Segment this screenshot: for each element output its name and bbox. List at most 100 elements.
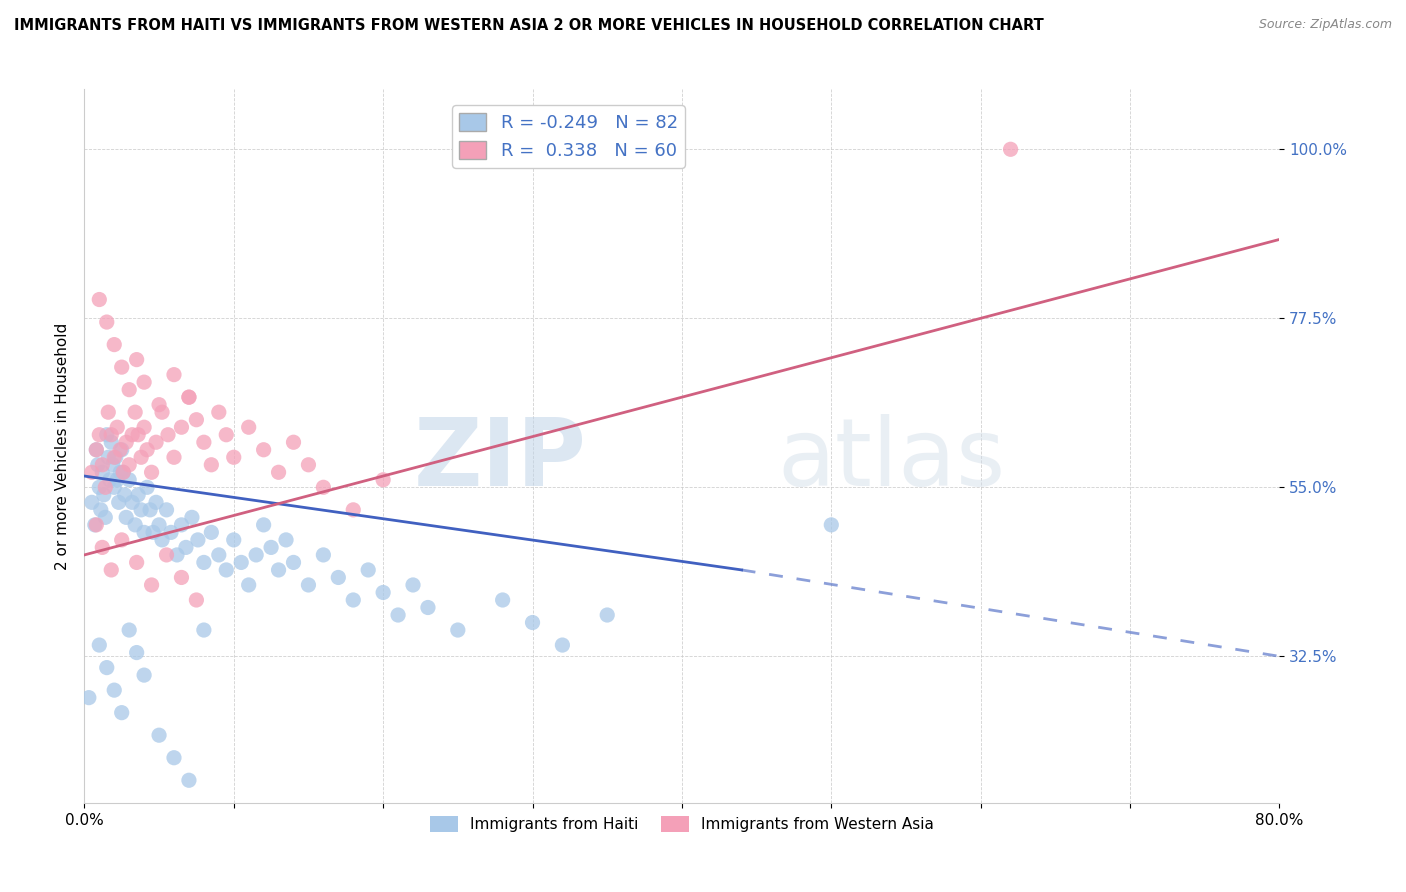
- Point: [357, 563, 380, 577]
- Point: [492, 593, 515, 607]
- Point: [297, 578, 319, 592]
- Point: [83, 517, 105, 532]
- Point: [96, 427, 118, 442]
- Point: [238, 578, 260, 592]
- Point: [96, 660, 118, 674]
- Point: [163, 750, 186, 764]
- Point: [231, 556, 253, 570]
- Point: [96, 315, 118, 329]
- Point: [89, 480, 111, 494]
- Point: [283, 435, 305, 450]
- Point: [177, 390, 200, 404]
- Point: [222, 450, 245, 465]
- Text: atlas: atlas: [778, 414, 1005, 507]
- Point: [148, 398, 170, 412]
- Point: [89, 427, 111, 442]
- Point: [132, 668, 156, 682]
- Point: [373, 585, 395, 599]
- Point: [215, 427, 238, 442]
- Point: [115, 435, 138, 450]
- Point: [103, 480, 125, 494]
- Point: [86, 517, 108, 532]
- Point: [129, 450, 152, 465]
- Point: [80, 495, 103, 509]
- Point: [125, 646, 148, 660]
- Point: [163, 368, 186, 382]
- Point: [312, 480, 335, 494]
- Point: [101, 458, 124, 472]
- Point: [124, 405, 146, 419]
- Point: [114, 488, 136, 502]
- Point: [77, 690, 100, 705]
- Text: ZIP: ZIP: [413, 414, 586, 507]
- Point: [245, 548, 267, 562]
- Point: [104, 450, 127, 465]
- Point: [177, 390, 200, 404]
- Point: [142, 525, 165, 540]
- Point: [373, 473, 395, 487]
- Point: [186, 593, 208, 607]
- Point: [80, 465, 103, 479]
- Point: [170, 570, 193, 584]
- Point: [125, 556, 148, 570]
- Point: [129, 503, 152, 517]
- Point: [97, 450, 120, 465]
- Point: [91, 465, 114, 479]
- Point: [820, 517, 842, 532]
- Point: [132, 525, 156, 540]
- Point: [100, 563, 122, 577]
- Point: [91, 458, 114, 472]
- Point: [141, 465, 163, 479]
- Point: [121, 427, 143, 442]
- Point: [100, 427, 122, 442]
- Point: [160, 525, 183, 540]
- Point: [127, 427, 149, 442]
- Point: [297, 458, 319, 472]
- Point: [174, 541, 197, 555]
- Point: [107, 495, 129, 509]
- Point: [118, 473, 141, 487]
- Point: [186, 413, 208, 427]
- Point: [90, 503, 112, 517]
- Point: [187, 533, 209, 547]
- Point: [208, 405, 231, 419]
- Point: [105, 473, 128, 487]
- Y-axis label: 2 or more Vehicles in Household: 2 or more Vehicles in Household: [55, 322, 70, 570]
- Point: [115, 510, 138, 524]
- Point: [208, 548, 231, 562]
- Point: [94, 480, 117, 494]
- Point: [200, 525, 222, 540]
- Point: [387, 607, 409, 622]
- Point: [86, 442, 108, 457]
- Point: [170, 420, 193, 434]
- Point: [139, 503, 162, 517]
- Point: [89, 638, 111, 652]
- Point: [118, 383, 141, 397]
- Point: [150, 533, 173, 547]
- Point: [193, 435, 215, 450]
- Point: [111, 442, 134, 457]
- Point: [551, 638, 574, 652]
- Point: [215, 563, 238, 577]
- Point: [402, 578, 425, 592]
- Point: [118, 458, 141, 472]
- Point: [193, 556, 215, 570]
- Point: [342, 503, 364, 517]
- Point: [86, 442, 108, 457]
- Point: [98, 473, 121, 487]
- Point: [522, 615, 544, 630]
- Point: [166, 548, 188, 562]
- Point: [170, 517, 193, 532]
- Point: [1000, 142, 1022, 156]
- Point: [111, 360, 134, 375]
- Point: [596, 607, 619, 622]
- Point: [177, 773, 200, 788]
- Point: [193, 623, 215, 637]
- Point: [342, 593, 364, 607]
- Point: [260, 541, 283, 555]
- Point: [91, 541, 114, 555]
- Point: [94, 510, 117, 524]
- Point: [274, 533, 297, 547]
- Text: Source: ZipAtlas.com: Source: ZipAtlas.com: [1258, 18, 1392, 31]
- Point: [312, 548, 335, 562]
